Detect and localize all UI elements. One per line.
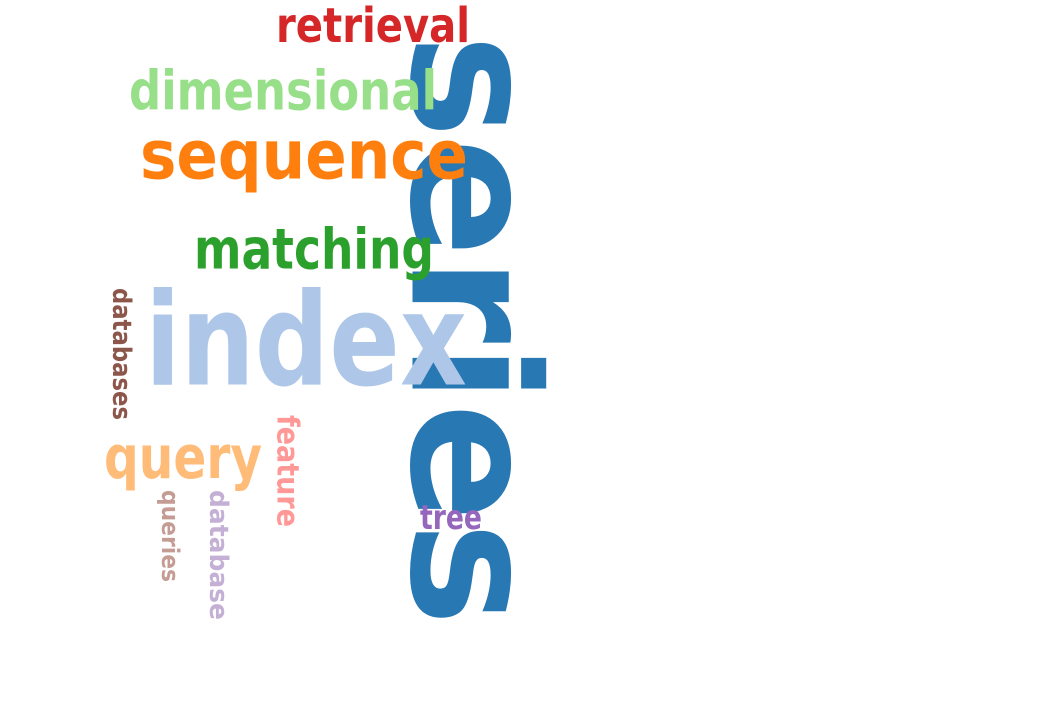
- word-series: series: [371, 34, 576, 626]
- word-feature: feature: [270, 415, 305, 527]
- word-retrieval: retrieval: [276, 0, 470, 54]
- word-sequence: sequence: [140, 117, 468, 196]
- word-index: index: [145, 267, 467, 416]
- word-tree: tree: [420, 498, 482, 538]
- word-matching: matching: [194, 218, 434, 283]
- word-query: query: [104, 423, 262, 493]
- word-queries: queries: [156, 490, 184, 582]
- word-dimensional: dimensional: [129, 60, 437, 123]
- word-database: database: [203, 490, 233, 620]
- word-databases: databases: [106, 288, 136, 420]
